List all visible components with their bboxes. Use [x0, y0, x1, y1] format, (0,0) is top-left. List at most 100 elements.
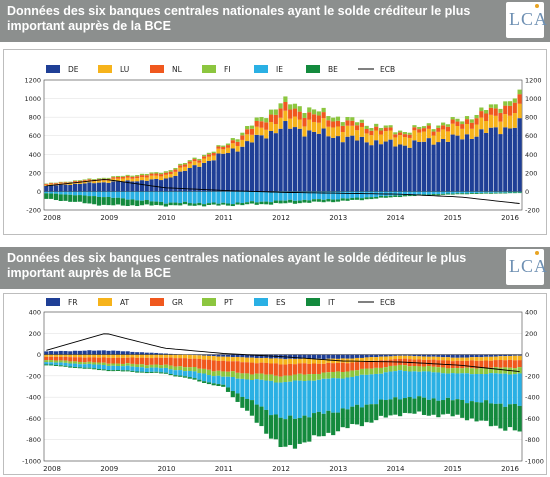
- bar-segment-pt: [216, 370, 221, 376]
- bar-segment-es: [402, 371, 407, 399]
- bar-segment-it: [426, 399, 431, 416]
- legend-swatch-fr: [46, 298, 60, 306]
- bar-segment-be: [512, 192, 517, 194]
- ecb-line: [46, 333, 520, 373]
- bar-segment-fr: [355, 354, 360, 358]
- bar-segment-lu: [264, 129, 269, 139]
- bar-segment-fi: [359, 119, 364, 123]
- bar-segment-pt: [159, 365, 164, 369]
- bar-segment-pt: [278, 376, 283, 383]
- bar-segment-it: [72, 366, 78, 368]
- bar-segment-gr: [316, 363, 321, 374]
- bar-segment-fr: [359, 354, 364, 358]
- bar-segment-nl: [316, 115, 321, 123]
- bar-segment-at: [431, 356, 436, 360]
- bar-segment-at: [192, 355, 197, 359]
- bar-segment-pt: [488, 367, 494, 374]
- bar-segment-nl: [77, 180, 82, 183]
- bar-segment-fi: [235, 139, 240, 142]
- bar-segment-fi: [120, 175, 125, 177]
- bar-segment-at: [168, 354, 173, 358]
- bar-segment-at: [254, 358, 259, 364]
- bar-segment-es: [111, 365, 116, 371]
- bar-segment-be: [106, 196, 111, 206]
- legend-swatch-at: [98, 298, 112, 306]
- bar-segment-fr: [130, 351, 135, 355]
- bar-segment-es: [445, 373, 450, 398]
- bar-segment-pt: [120, 363, 125, 367]
- bar-segment-lu: [493, 115, 498, 128]
- bar-segment-es: [230, 376, 235, 391]
- bar-segment-lu: [273, 123, 278, 134]
- bar-segment-it: [154, 371, 159, 373]
- bar-segment-pt: [297, 373, 302, 381]
- bar-segment-at: [135, 354, 140, 358]
- bar-segment-lu: [498, 121, 503, 135]
- bar-segment-ie: [278, 191, 283, 201]
- bar-segment-it: [245, 398, 250, 411]
- bar-segment-nl: [331, 121, 336, 128]
- bar-segment-es: [441, 373, 446, 401]
- bar-segment-at: [139, 354, 145, 358]
- bar-segment-lu: [101, 180, 106, 183]
- bar-segment-pt: [49, 360, 54, 363]
- bar-segment-de: [321, 128, 326, 192]
- bar-segment-de: [340, 142, 345, 192]
- bar-segment-ie: [159, 191, 164, 202]
- bar-segment-de: [517, 118, 522, 192]
- bar-segment-nl: [139, 175, 145, 178]
- bar-segment-gr: [92, 357, 97, 363]
- bar-segment-it: [355, 404, 360, 425]
- bar-segment-fr: [197, 354, 202, 356]
- bar-segment-it: [331, 412, 336, 436]
- bar-segment-pt: [398, 364, 403, 371]
- bar-segment-nl: [154, 173, 159, 176]
- bar-segment-de: [87, 182, 92, 192]
- chart-1-svg: DE LU NL FI IE BE ECB 1200 1200 1000 1000 800 800 600…: [24, 65, 542, 222]
- bar-segment-pt: [374, 367, 379, 374]
- bar-segment-at: [216, 356, 221, 361]
- bar-segment-be: [225, 203, 231, 206]
- bar-segment-be: [493, 192, 498, 194]
- bar-segment-de: [235, 151, 240, 192]
- bar-segment-be: [149, 201, 154, 206]
- y-tick-label-right: 1000: [525, 95, 542, 103]
- bar-segment-pt: [63, 360, 68, 363]
- bar-segment-nl: [474, 118, 479, 125]
- bar-segment-lu: [197, 162, 202, 167]
- bar-segment-at: [474, 357, 479, 361]
- bar-segment-fi: [111, 176, 116, 178]
- bar-segment-de: [493, 127, 498, 192]
- y-tick-label-right: 1200: [525, 77, 542, 85]
- bar-segment-be: [374, 196, 379, 199]
- bar-segment-es: [378, 373, 384, 400]
- bar-segment-at: [87, 354, 92, 358]
- bar-segment-de: [331, 137, 336, 192]
- chart-1-header: Données des six banques centrales nation…: [0, 0, 550, 42]
- bar-segment-lu: [426, 128, 431, 139]
- bar-segment-at: [359, 357, 364, 362]
- bar-segment-fi: [307, 107, 312, 113]
- bar-segment-nl: [507, 105, 513, 116]
- bar-segment-fi: [383, 125, 388, 128]
- bar-segment-fr: [125, 351, 130, 355]
- bar-segment-at: [378, 356, 384, 361]
- bar-segment-pt: [474, 368, 479, 375]
- bar-segment-it: [436, 400, 441, 418]
- bar-segment-de: [197, 166, 202, 192]
- bar-segment-pt: [455, 368, 460, 374]
- bar-segment-nl: [53, 183, 59, 185]
- bar-segment-fi: [331, 117, 336, 122]
- bar-segment-de: [488, 127, 494, 192]
- bar-segment-lu: [407, 137, 412, 148]
- bar-segment-es: [240, 378, 245, 397]
- bar-segment-fi: [182, 163, 188, 165]
- bar-segment-it: [187, 377, 192, 379]
- bar-segment-nl: [254, 121, 259, 127]
- bar-segment-de: [450, 134, 455, 192]
- bar-segment-at: [350, 358, 355, 363]
- bar-segment-be: [120, 198, 125, 206]
- bar-segment-ie: [498, 191, 503, 193]
- bar-segment-at: [517, 355, 522, 361]
- legend-label-gr: GR: [172, 298, 183, 307]
